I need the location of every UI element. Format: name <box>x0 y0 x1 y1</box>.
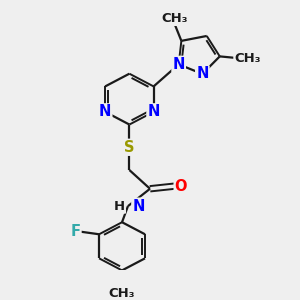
Text: N: N <box>196 66 208 81</box>
Text: N: N <box>147 104 160 119</box>
Text: CH₃: CH₃ <box>109 287 135 300</box>
Text: N: N <box>172 57 185 72</box>
Text: S: S <box>124 140 135 155</box>
Text: O: O <box>175 178 187 194</box>
Text: CH₃: CH₃ <box>234 52 261 65</box>
Text: CH₃: CH₃ <box>161 12 188 25</box>
Text: F: F <box>70 224 80 239</box>
Text: N: N <box>132 199 145 214</box>
Text: H: H <box>114 200 125 213</box>
Text: N: N <box>99 104 111 119</box>
